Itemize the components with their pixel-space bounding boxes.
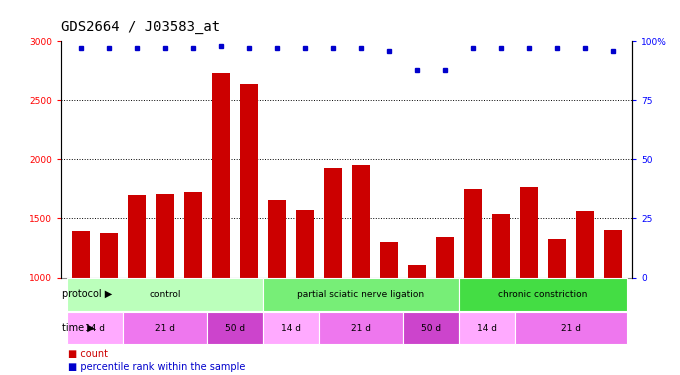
Bar <box>324 168 342 278</box>
Bar <box>67 312 123 344</box>
Bar <box>268 200 286 278</box>
Text: 21 d: 21 d <box>351 324 371 333</box>
Text: 14 d: 14 d <box>281 324 301 333</box>
Bar <box>239 84 258 278</box>
Bar <box>123 312 207 344</box>
Text: 50 d: 50 d <box>224 324 245 333</box>
Bar <box>262 312 319 344</box>
Text: GDS2664 / J03583_at: GDS2664 / J03583_at <box>61 20 220 34</box>
Text: 50 d: 50 d <box>421 324 441 333</box>
Text: 21 d: 21 d <box>561 324 581 333</box>
Bar <box>319 312 403 344</box>
Bar <box>459 278 627 310</box>
Bar <box>604 230 622 278</box>
Bar <box>156 194 174 278</box>
Bar <box>459 312 515 344</box>
Bar <box>128 195 146 278</box>
Bar <box>492 214 510 278</box>
Bar <box>515 312 627 344</box>
Text: partial sciatic nerve ligation: partial sciatic nerve ligation <box>297 290 424 299</box>
Text: time ▶: time ▶ <box>62 323 95 333</box>
Bar <box>520 186 538 278</box>
Bar <box>296 210 314 278</box>
Bar <box>379 242 398 278</box>
Bar <box>576 211 594 278</box>
Bar <box>436 237 454 278</box>
Text: ■ count: ■ count <box>68 350 108 359</box>
Bar <box>547 238 566 278</box>
Bar <box>100 232 118 278</box>
Bar <box>403 312 459 344</box>
Bar <box>71 231 90 278</box>
Text: ■ percentile rank within the sample: ■ percentile rank within the sample <box>68 362 245 372</box>
Bar <box>352 165 370 278</box>
Bar <box>408 264 426 278</box>
Bar <box>262 278 459 310</box>
Text: protocol ▶: protocol ▶ <box>62 290 112 299</box>
Text: control: control <box>149 290 181 299</box>
Text: 21 d: 21 d <box>155 324 175 333</box>
Text: 14 d: 14 d <box>477 324 497 333</box>
Bar <box>464 189 482 278</box>
Bar <box>184 192 202 278</box>
Bar <box>207 312 262 344</box>
Bar <box>67 278 262 310</box>
Bar <box>211 73 230 278</box>
Text: chronic constriction: chronic constriction <box>498 290 588 299</box>
Text: 14 d: 14 d <box>85 324 105 333</box>
